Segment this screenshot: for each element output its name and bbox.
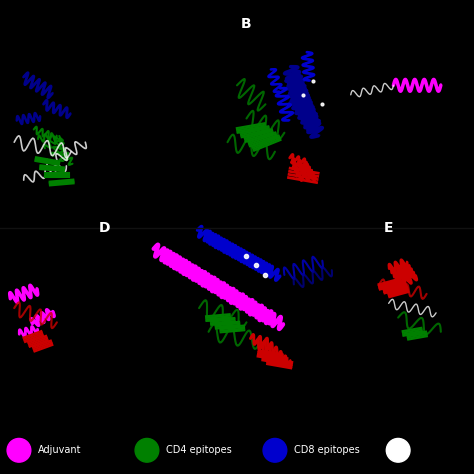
- Text: E: E: [384, 220, 393, 235]
- Text: Adjuvant: Adjuvant: [38, 445, 82, 456]
- Circle shape: [263, 438, 287, 462]
- Text: D: D: [99, 220, 110, 235]
- Text: B: B: [241, 17, 252, 31]
- Text: CD4 epitopes: CD4 epitopes: [166, 445, 232, 456]
- Circle shape: [135, 438, 159, 462]
- Circle shape: [386, 438, 410, 462]
- Circle shape: [7, 438, 31, 462]
- Text: CD8 epitopes: CD8 epitopes: [294, 445, 360, 456]
